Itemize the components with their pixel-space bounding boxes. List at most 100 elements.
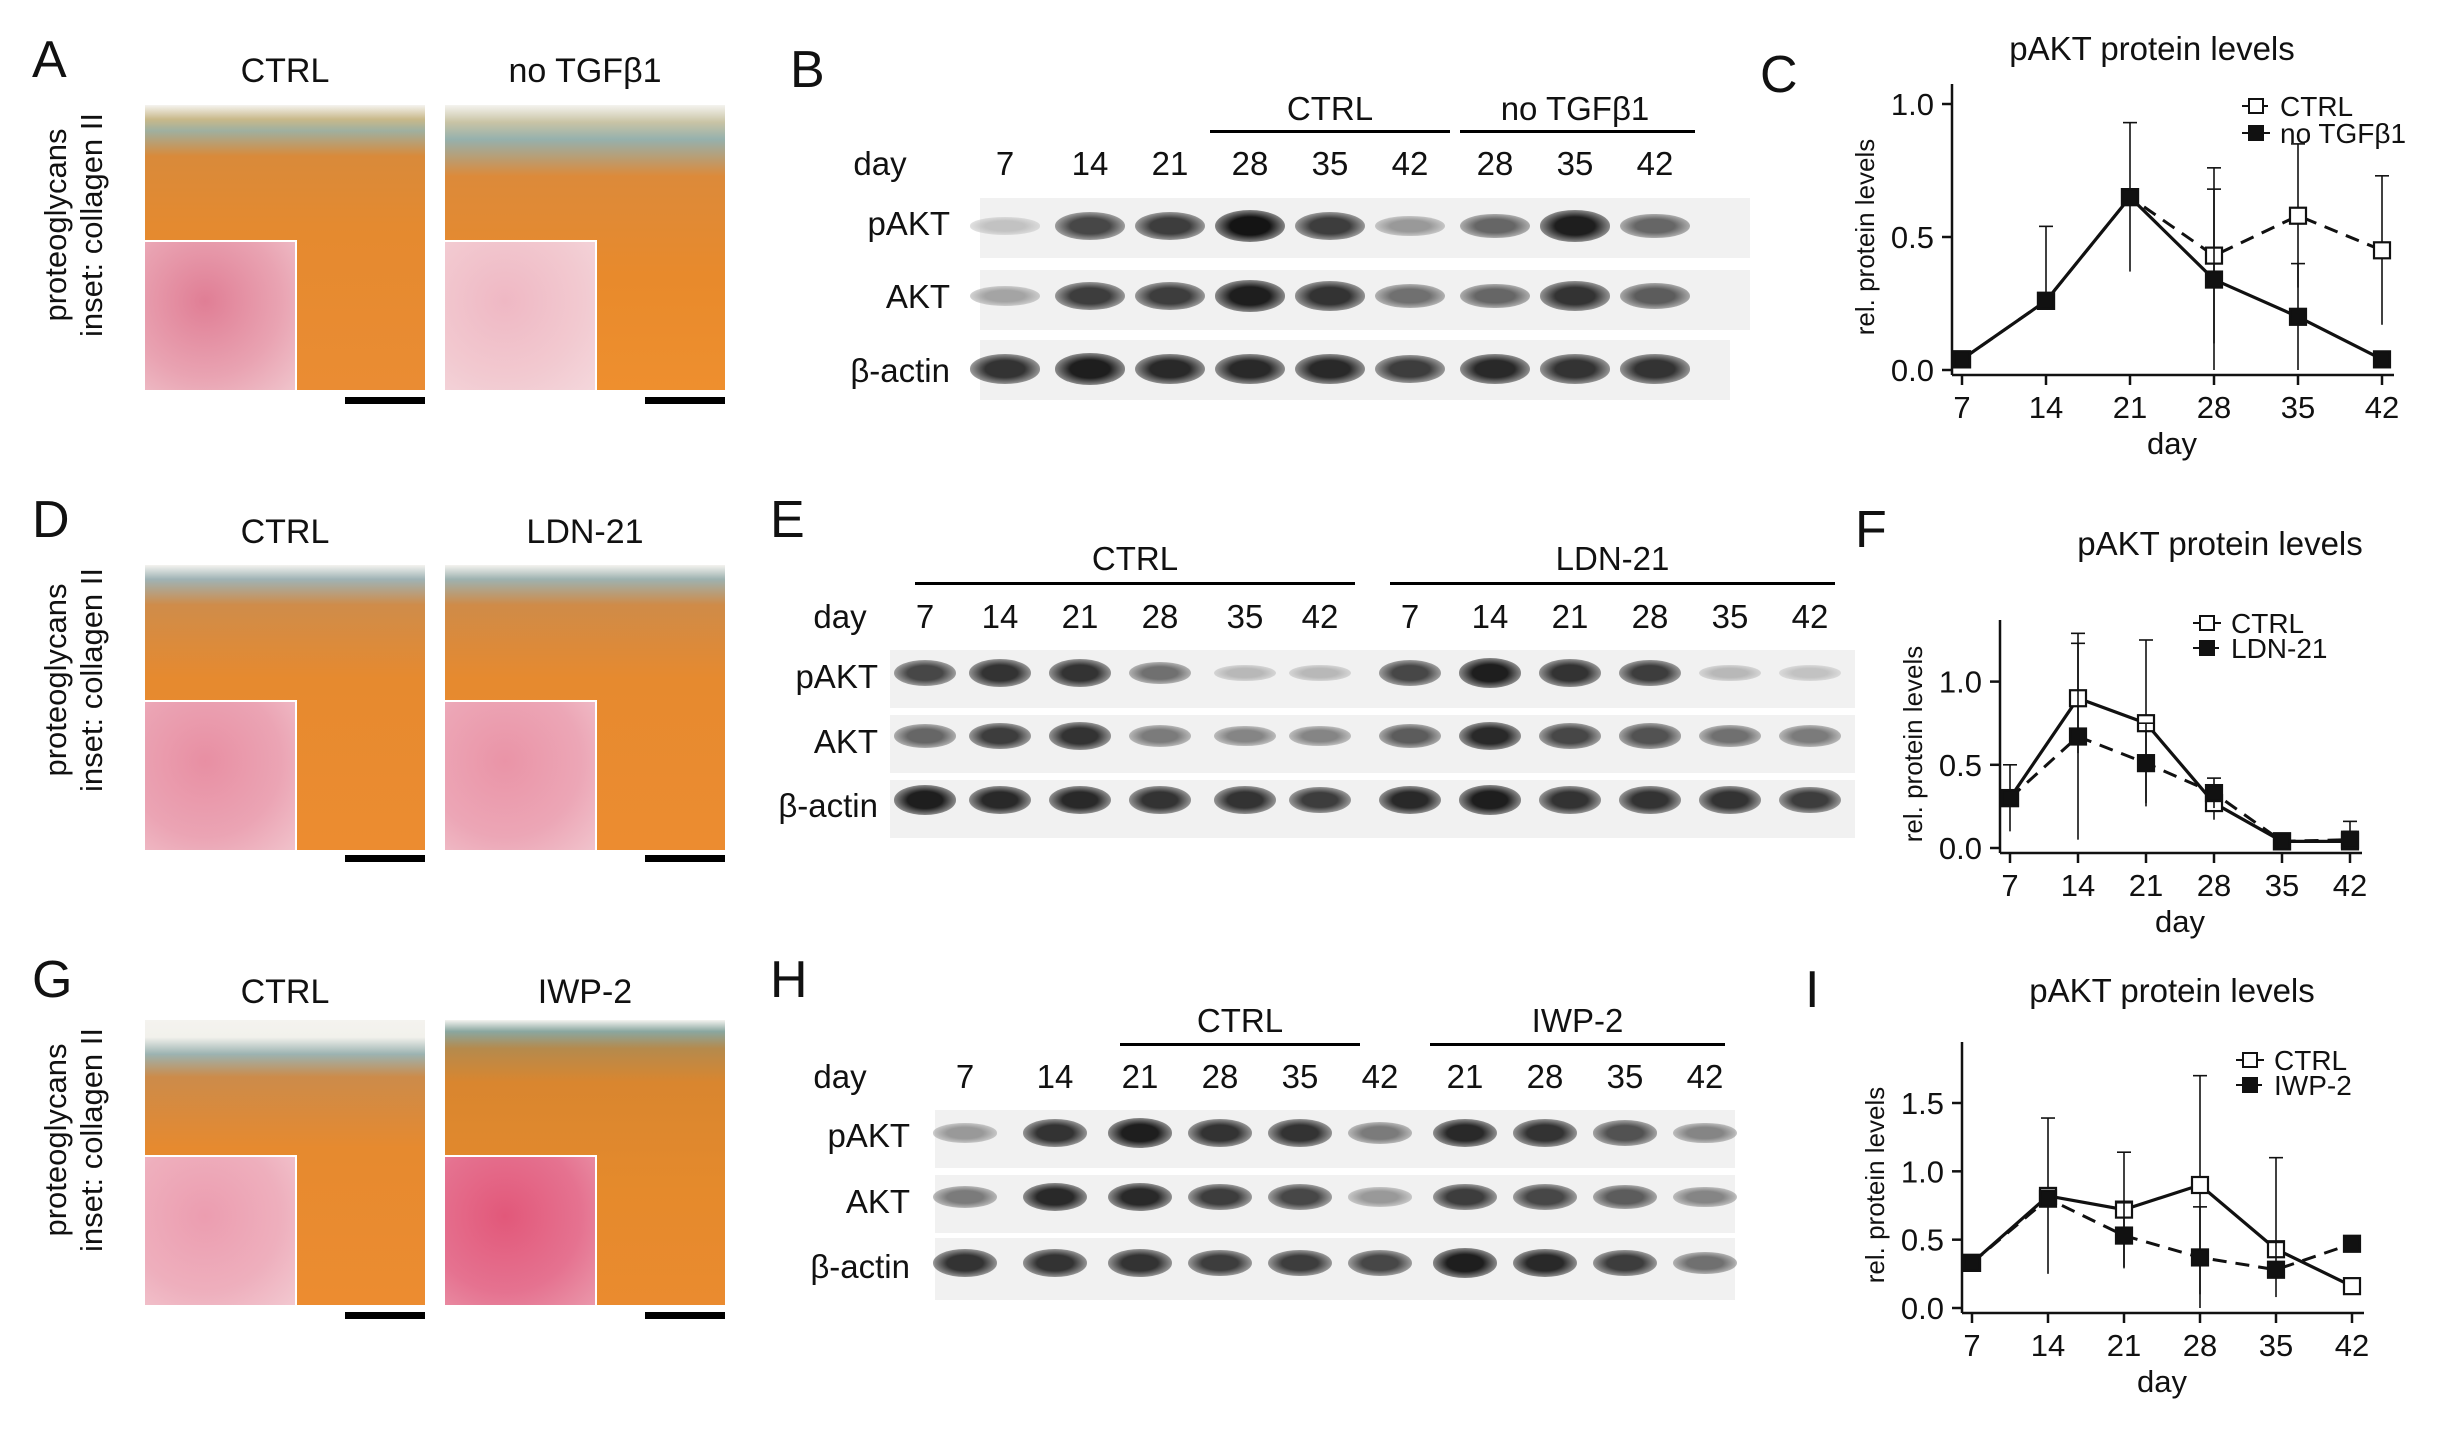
- filled-square-marker: [2136, 754, 2156, 773]
- blot-band: [1379, 660, 1441, 686]
- chart-title: pAKT protein levels: [2009, 30, 2295, 67]
- open-square-marker: [2372, 241, 2392, 260]
- histology-image-right-a: [445, 105, 725, 390]
- collagen-inset-image: [145, 1155, 297, 1305]
- blot-band: [1268, 1119, 1332, 1147]
- blot-day-tick-label: 28: [1476, 145, 1514, 182]
- legend-label: CTRL: [2231, 608, 2304, 639]
- blot-day-tick-label: 35: [1226, 598, 1264, 635]
- blot-band: [1215, 353, 1285, 385]
- histology-image-ctrl-a: [145, 105, 425, 390]
- x-tick-label: 14: [2061, 868, 2095, 903]
- blot-band: [1673, 1251, 1737, 1275]
- x-tick-label: 35: [2265, 868, 2299, 903]
- blot-day-tick-label: 28: [1631, 598, 1669, 635]
- legend-label: CTRL: [2274, 1045, 2347, 1076]
- blot-row-label: β-actin: [850, 352, 950, 389]
- blot-day-tick-label: 35: [1711, 598, 1749, 635]
- blot-band: [970, 354, 1040, 384]
- blot-band: [969, 785, 1031, 815]
- blot-group-label: CTRL: [1196, 1002, 1284, 1039]
- blot-band: [1215, 280, 1285, 312]
- blot-band: [1268, 1249, 1332, 1277]
- histo-ylabel-a: proteoglycans inset: collagen II: [38, 60, 110, 390]
- x-tick-label: 14: [2031, 1328, 2065, 1363]
- blot-band: [1049, 659, 1111, 687]
- line-chart-c: pAKT protein levels 0.0 0.5 1.0 7 14 21 28 35 42 d…: [1850, 30, 2406, 461]
- blot-day-tick-label: 28: [1201, 1058, 1239, 1095]
- y-tick-label: 1.0: [1901, 1154, 1944, 1189]
- blot-group-label: IWP-2: [1531, 1002, 1624, 1039]
- scale-bar: [345, 1312, 425, 1319]
- x-tick-label: 21: [2129, 868, 2163, 903]
- filled-square-marker: [2204, 270, 2224, 289]
- blot-day-tick-label: 42: [1791, 598, 1829, 635]
- histo-title-right-a: no TGFβ1: [508, 52, 662, 90]
- histology-image-ctrl-d: [145, 565, 425, 850]
- blot-band: [1673, 1186, 1737, 1208]
- y-axis-label: rel. protein levels: [1860, 1087, 1890, 1284]
- legend-label: no TGFβ1: [2280, 118, 2406, 149]
- y-axis-label: rel. protein levels: [1850, 139, 1880, 336]
- blot-band: [1289, 725, 1351, 747]
- blot-band: [1540, 210, 1610, 242]
- line-chart-i: pAKT protein levels 0.0 0.5 1.0 1.5 7 14 21 28 35…: [1860, 972, 2369, 1399]
- ylabel-line1: proteoglycans: [38, 128, 73, 322]
- ylabel-line1: proteoglycans: [38, 1043, 73, 1237]
- x-tick-label: 28: [2183, 1328, 2217, 1363]
- blot-band: [1289, 786, 1351, 814]
- blot-day-tick-label: 21: [1151, 145, 1189, 182]
- blot-band: [1513, 1119, 1577, 1147]
- x-axis-label: day: [2137, 1364, 2187, 1399]
- blot-band: [1023, 1249, 1087, 1277]
- line-chart-f: pAKT protein levels 0.0 0.5 1.0 7 14 21 28 35 42 d…: [1898, 525, 2367, 939]
- blot-group-label: CTRL: [1091, 540, 1179, 577]
- x-tick-label: 7: [1953, 390, 1970, 425]
- blot-band: [1673, 1122, 1737, 1144]
- series-line: [2008, 696, 2350, 843]
- blot-strip-bactin: [890, 780, 1855, 838]
- blot-band: [1539, 786, 1601, 814]
- open-square-marker: [2342, 1277, 2362, 1296]
- blot-band: [1593, 1249, 1657, 1277]
- filled-square-marker: [2068, 727, 2088, 746]
- blot-day-tick-label: 42: [1391, 145, 1429, 182]
- series-line: [2008, 734, 2351, 843]
- blot-band: [1055, 281, 1125, 311]
- blot-day-tick-label: 28: [1231, 145, 1269, 182]
- histology-image-ctrl-g: [145, 1020, 425, 1305]
- filled-square-marker: [2036, 291, 2056, 310]
- y-tick-label: 0.0: [1901, 1291, 1944, 1326]
- blot-band: [1188, 1183, 1252, 1211]
- series-line: [1961, 194, 2383, 361]
- blot-band: [969, 659, 1031, 687]
- blot-band: [1459, 658, 1521, 688]
- filled-square-marker: [2204, 783, 2224, 803]
- ylabel-line2: inset: collagen II: [74, 112, 109, 338]
- blot-row-label: pAKT: [795, 658, 878, 695]
- collagen-inset-image: [445, 1155, 597, 1305]
- filled-square-marker: [2000, 788, 2020, 808]
- blot-band: [1295, 281, 1365, 311]
- blot-band: [1540, 354, 1610, 384]
- blot-band: [1619, 786, 1681, 814]
- blot-band: [1699, 664, 1761, 682]
- blot-day-tick-label: 35: [1311, 145, 1349, 182]
- blot-group-label: CTRL: [1286, 90, 1374, 127]
- x-tick-label: 28: [2197, 868, 2231, 903]
- collagen-inset-image: [145, 700, 297, 850]
- blot-day-label: day: [813, 1058, 867, 1095]
- panel-letter-e: E: [770, 491, 805, 549]
- panel-letter-b: B: [790, 41, 825, 99]
- blot-group-line: [1210, 130, 1450, 133]
- blot-band: [894, 785, 956, 815]
- blot-band: [1268, 1184, 1332, 1210]
- blot-band: [1619, 659, 1681, 687]
- blot-strip-pakt: [890, 650, 1855, 708]
- scale-bar: [645, 855, 725, 862]
- blot-band: [1375, 283, 1445, 309]
- blot-band: [1375, 354, 1445, 384]
- blot-band: [1129, 661, 1191, 685]
- blot-band: [933, 1123, 997, 1143]
- legend-label: CTRL: [2280, 91, 2353, 122]
